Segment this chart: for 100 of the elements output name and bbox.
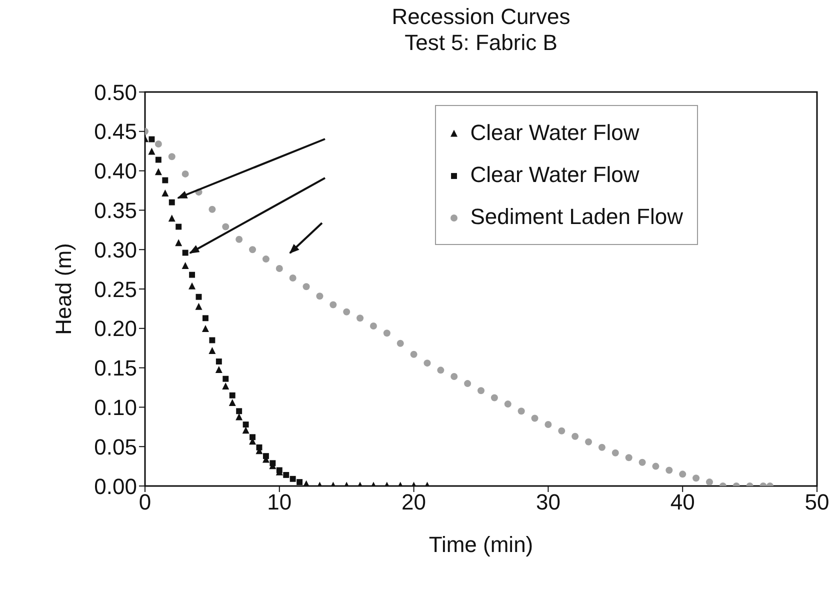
point — [585, 438, 592, 446]
point — [209, 337, 216, 344]
chart-subtitle: Test 5: Fabric B — [404, 30, 558, 56]
point — [196, 294, 202, 300]
point — [176, 224, 182, 230]
point — [242, 422, 249, 428]
y-tick-label: 0.40 — [94, 158, 137, 184]
point — [148, 136, 155, 142]
point — [450, 372, 458, 380]
point — [236, 413, 243, 420]
point — [208, 206, 216, 213]
point — [168, 214, 176, 222]
legend-label: Clear Water Flow — [470, 120, 640, 146]
x-tick-label: 20 — [402, 490, 426, 515]
y-tick-label: 0.15 — [94, 356, 137, 381]
y-axis-title: Head (m) — [50, 243, 76, 335]
point — [410, 350, 418, 358]
point — [222, 223, 230, 230]
x-tick-label: 30 — [536, 490, 560, 515]
point — [228, 399, 236, 406]
point — [216, 358, 222, 364]
point — [249, 246, 256, 254]
point — [302, 283, 310, 290]
y-tick-label: 0.00 — [94, 474, 137, 499]
point — [437, 366, 444, 374]
point — [625, 454, 632, 462]
point — [188, 282, 196, 290]
point — [250, 434, 256, 440]
point — [652, 462, 660, 470]
point — [598, 444, 606, 451]
y-tick-label: 0.20 — [94, 316, 137, 342]
point — [558, 427, 566, 434]
point — [175, 239, 182, 246]
point — [182, 262, 189, 269]
point — [383, 330, 390, 337]
point — [270, 460, 276, 466]
point — [544, 421, 552, 428]
point — [330, 301, 337, 308]
point — [572, 432, 579, 440]
point — [229, 392, 236, 398]
point — [692, 474, 700, 482]
point — [276, 265, 283, 272]
point — [162, 189, 169, 196]
point — [195, 302, 202, 310]
point — [222, 382, 230, 390]
point — [478, 387, 484, 394]
point — [222, 376, 229, 382]
point — [215, 366, 222, 373]
y-tick-label: 0.45 — [94, 119, 137, 144]
point — [679, 470, 686, 478]
point — [316, 292, 324, 300]
point — [262, 453, 269, 460]
point — [396, 340, 404, 347]
point — [256, 444, 262, 450]
point — [155, 156, 162, 163]
point — [182, 250, 188, 256]
point — [242, 426, 250, 434]
x-tick-label: 10 — [267, 490, 292, 515]
point — [262, 256, 270, 263]
point — [283, 472, 290, 478]
point — [154, 168, 162, 176]
y-tick-label: 0.10 — [94, 395, 137, 420]
point — [518, 408, 525, 415]
y-tick-label: 0.30 — [94, 237, 137, 262]
point — [168, 199, 175, 206]
point — [706, 478, 713, 486]
legend-label: Clear Water Flow — [470, 162, 640, 188]
point — [236, 236, 243, 243]
point — [464, 380, 472, 388]
point — [154, 140, 162, 148]
point — [208, 347, 216, 354]
chart-title: Recession Curves — [390, 4, 572, 30]
point — [356, 314, 364, 322]
point — [531, 414, 538, 422]
legend-label: Sediment Laden Flow — [470, 204, 683, 230]
point — [289, 274, 296, 282]
point — [182, 170, 189, 178]
y-tick-label: 0.50 — [94, 80, 137, 105]
point — [666, 466, 673, 474]
point — [290, 476, 296, 482]
point — [296, 479, 303, 486]
point — [189, 272, 196, 278]
y-tick-label: 0.35 — [94, 198, 137, 224]
point — [370, 322, 377, 330]
x-tick-label: 40 — [670, 490, 695, 515]
x-tick-label: 0 — [138, 490, 152, 515]
point — [168, 153, 176, 160]
point — [490, 394, 498, 402]
point — [202, 315, 208, 322]
point — [148, 148, 156, 155]
x-tick-label: 50 — [804, 490, 830, 515]
point — [202, 324, 209, 332]
point — [504, 400, 512, 408]
point — [162, 177, 168, 184]
y-tick-label: 0.05 — [94, 434, 137, 460]
point — [236, 408, 242, 414]
x-axis-title: Time (min) — [428, 532, 534, 557]
point — [343, 308, 350, 316]
point — [612, 449, 619, 456]
y-tick-label: 0.25 — [94, 276, 137, 302]
